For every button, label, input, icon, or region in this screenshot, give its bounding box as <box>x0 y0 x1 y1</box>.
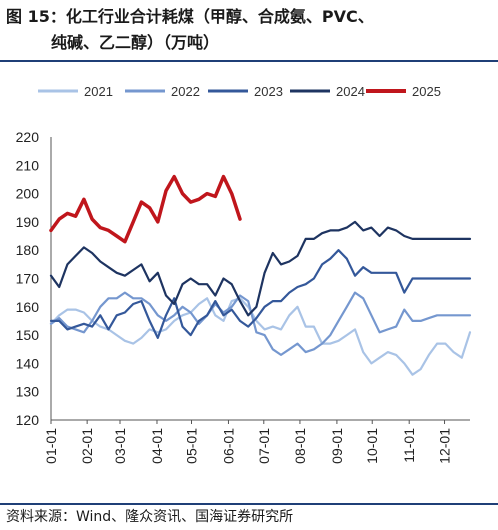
x-tick-label: 03-01 <box>112 428 128 464</box>
axes: 120 130 140 150 160 170 180 190 200 210 220 01-01 02… <box>16 129 470 464</box>
x-tick-label: 04-01 <box>149 428 165 464</box>
series-line-2024 <box>49 220 472 317</box>
legend-label-2025: 2025 <box>412 84 441 99</box>
x-tick-label: 01-01 <box>43 428 59 464</box>
series-line-2023 <box>49 249 472 339</box>
y-tick-label: 120 <box>16 412 40 428</box>
legend-label-2024: 2024 <box>336 84 365 99</box>
title-line-1: 图 15：化工行业合计耗煤（甲醇、合成氨、PVC、 <box>6 7 374 26</box>
y-tick-label: 170 <box>16 271 40 287</box>
y-tick-label: 130 <box>16 384 40 400</box>
series-line-2025 <box>49 174 242 244</box>
x-tick-label: 06-01 <box>220 428 236 464</box>
y-tick-label: 180 <box>16 242 40 258</box>
bottom-rule <box>0 503 498 505</box>
y-tick-label: 220 <box>16 129 40 145</box>
x-tick-label: 02-01 <box>79 428 95 464</box>
y-tick-label: 160 <box>16 299 40 315</box>
legend-label-2023: 2023 <box>254 84 283 99</box>
x-tick-label: 09-01 <box>329 428 345 464</box>
legend-label-2022: 2022 <box>171 84 200 99</box>
source-note: 资料来源：Wind、隆众资讯、国海证券研究所 <box>6 509 294 525</box>
x-tick-label: 08-01 <box>292 428 308 464</box>
y-tick-label: 140 <box>16 355 40 371</box>
legend: 2021 2022 2023 2024 2025 <box>38 84 441 99</box>
title-line-2: 纯碱、乙二醇）（万吨） <box>51 33 220 52</box>
x-tick-label: 07-01 <box>256 428 272 464</box>
series-layer <box>49 174 472 376</box>
y-tick-label: 150 <box>16 327 40 343</box>
figure-title: 图 15：化工行业合计耗煤（甲醇、合成氨、PVC、 纯碱、乙二醇）（万吨） <box>6 4 494 56</box>
x-tick-label: 10-01 <box>364 428 380 464</box>
y-tick-label: 190 <box>16 214 40 230</box>
y-tick-label: 210 <box>16 157 40 173</box>
series-line-2022 <box>49 291 472 356</box>
series-line-2021 <box>49 297 472 376</box>
legend-label-2021: 2021 <box>84 84 113 99</box>
top-rule <box>0 60 498 62</box>
x-tick-label: 11-01 <box>401 428 417 463</box>
y-tick-label: 200 <box>16 186 40 202</box>
x-tick-label: 05-01 <box>183 428 199 464</box>
x-tick-label: 12-01 <box>437 428 453 464</box>
